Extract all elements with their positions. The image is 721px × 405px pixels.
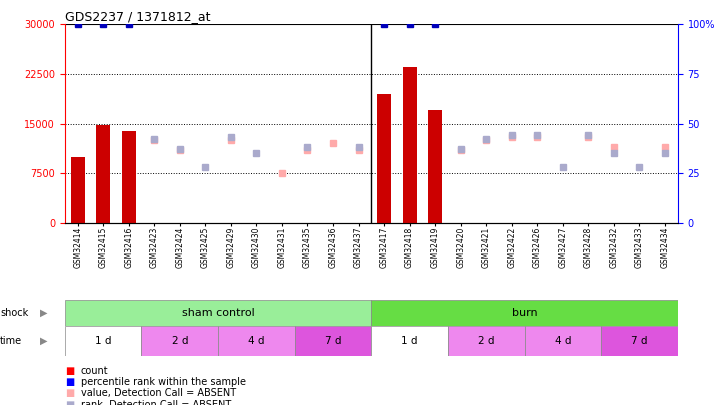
Text: 1 d: 1 d — [95, 336, 112, 346]
Bar — [371, 326, 448, 356]
Bar — [295, 326, 371, 356]
Bar — [448, 326, 525, 356]
Text: ■: ■ — [65, 400, 74, 405]
Text: 2 d: 2 d — [172, 336, 188, 346]
Text: 2 d: 2 d — [478, 336, 495, 346]
Text: time: time — [0, 336, 22, 346]
Bar — [218, 326, 295, 356]
Text: value, Detection Call = ABSENT: value, Detection Call = ABSENT — [81, 388, 236, 398]
Bar — [65, 300, 371, 326]
Text: 7 d: 7 d — [631, 336, 647, 346]
Bar — [96, 125, 110, 223]
Text: burn: burn — [512, 308, 537, 318]
Bar — [65, 326, 141, 356]
Text: percentile rank within the sample: percentile rank within the sample — [81, 377, 246, 387]
Text: ▶: ▶ — [40, 336, 47, 346]
Bar — [402, 67, 417, 223]
Text: 4 d: 4 d — [554, 336, 571, 346]
Bar — [428, 110, 442, 223]
Text: ■: ■ — [65, 388, 74, 398]
Bar — [141, 326, 218, 356]
Bar — [601, 326, 678, 356]
Text: ▶: ▶ — [40, 308, 47, 318]
Text: rank, Detection Call = ABSENT: rank, Detection Call = ABSENT — [81, 400, 231, 405]
Text: count: count — [81, 366, 108, 375]
Bar — [377, 94, 391, 223]
Text: shock: shock — [0, 308, 28, 318]
Text: GDS2237 / 1371812_at: GDS2237 / 1371812_at — [65, 10, 211, 23]
Text: ■: ■ — [65, 366, 74, 375]
Bar — [371, 300, 678, 326]
Text: 1 d: 1 d — [402, 336, 418, 346]
Bar — [525, 326, 601, 356]
Bar — [71, 157, 84, 223]
Text: ■: ■ — [65, 377, 74, 387]
Text: 4 d: 4 d — [248, 336, 265, 346]
Text: 7 d: 7 d — [324, 336, 341, 346]
Bar — [122, 131, 136, 223]
Text: sham control: sham control — [182, 308, 255, 318]
